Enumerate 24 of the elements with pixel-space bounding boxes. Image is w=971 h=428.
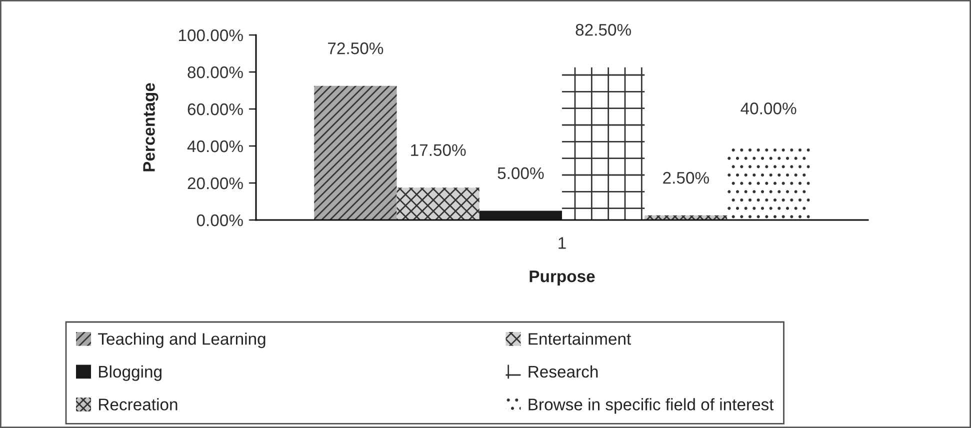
data-label: 5.00% — [498, 167, 544, 180]
y-tick-label: 60.00% — [188, 103, 243, 116]
bar — [314, 86, 397, 220]
legend-label: Browse in specific field of interest — [528, 398, 774, 414]
bar — [562, 67, 645, 220]
data-label: 72.50% — [328, 42, 384, 54]
legend-label: Blogging — [99, 365, 162, 381]
legend-label: Research — [528, 365, 598, 378]
data-label: 82.50% — [576, 24, 631, 36]
legend-label: Entertainment — [528, 332, 632, 345]
bar — [396, 188, 480, 220]
y-tick-label: 0.00% — [196, 214, 243, 226]
data-label: 17.50% — [411, 144, 466, 156]
y-tick-label: 20.00% — [188, 177, 243, 190]
legend-label: Teaching and Learning — [98, 332, 266, 348]
data-label: 2.50% — [663, 172, 709, 184]
y-tick-label: 100.00% — [178, 29, 243, 42]
y-tick-label: 80.00% — [188, 66, 243, 78]
x-tick-label: 1 — [558, 237, 566, 249]
legend-label: Recreation — [99, 398, 178, 410]
data-label: 40.00% — [740, 102, 796, 114]
x-axis-title: Purpose — [530, 270, 595, 286]
y-tick-label: 40.00% — [187, 140, 243, 152]
y-axis-title: Percentage — [143, 83, 158, 172]
